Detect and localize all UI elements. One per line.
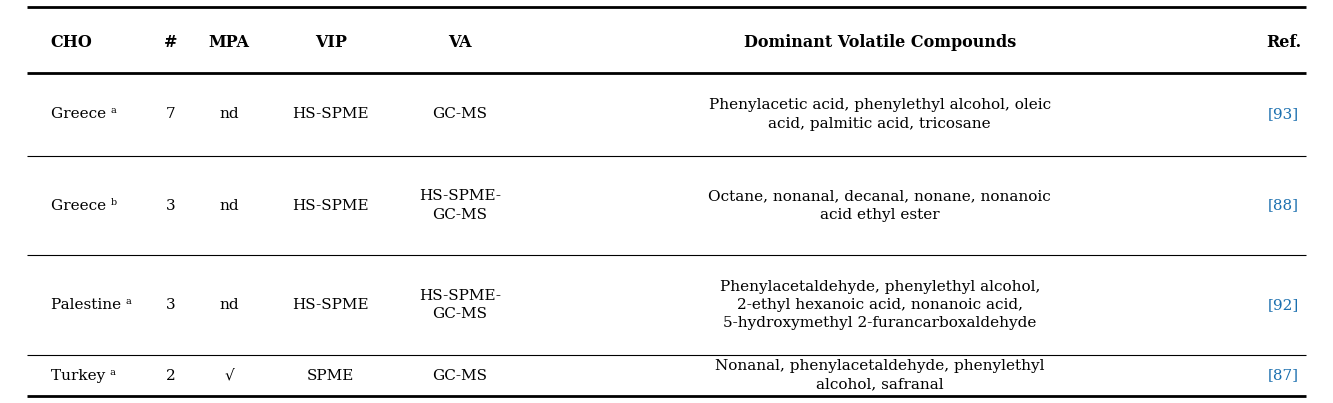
Text: Greece ᵃ: Greece ᵃ	[51, 108, 117, 121]
Text: Phenylacetic acid, phenylethyl alcohol, oleic
acid, palmitic acid, tricosane: Phenylacetic acid, phenylethyl alcohol, …	[709, 98, 1050, 131]
Text: GC-MS: GC-MS	[432, 369, 488, 382]
Text: VA: VA	[448, 34, 472, 51]
Text: nd: nd	[220, 108, 239, 121]
Text: MPA: MPA	[209, 34, 249, 51]
Text: √: √	[224, 369, 235, 382]
Text: 7: 7	[165, 108, 176, 121]
Text: nd: nd	[220, 199, 239, 212]
Text: [88]: [88]	[1268, 199, 1300, 212]
Text: [87]: [87]	[1268, 369, 1300, 382]
Text: GC-MS: GC-MS	[432, 108, 488, 121]
Text: Octane, nonanal, decanal, nonane, nonanoic
acid ethyl ester: Octane, nonanal, decanal, nonane, nonano…	[708, 189, 1052, 222]
Text: HS-SPME: HS-SPME	[292, 199, 369, 212]
Text: Dominant Volatile Compounds: Dominant Volatile Compounds	[744, 34, 1016, 51]
Text: Ref.: Ref.	[1266, 34, 1301, 51]
Text: HS-SPME: HS-SPME	[292, 108, 369, 121]
Text: Phenylacetaldehyde, phenylethyl alcohol,
2-ethyl hexanoic acid, nonanoic acid,
5: Phenylacetaldehyde, phenylethyl alcohol,…	[720, 280, 1040, 330]
Text: SPME: SPME	[307, 369, 355, 382]
Text: VIP: VIP	[315, 34, 347, 51]
Text: 3: 3	[165, 298, 176, 312]
Text: Greece ᵇ: Greece ᵇ	[51, 199, 117, 212]
Text: 3: 3	[165, 199, 176, 212]
Text: [93]: [93]	[1268, 108, 1300, 121]
Text: HS-SPME-
GC-MS: HS-SPME- GC-MS	[419, 189, 501, 222]
Text: HS-SPME-
GC-MS: HS-SPME- GC-MS	[419, 289, 501, 321]
Text: Nonanal, phenylacetaldehyde, phenylethyl
alcohol, safranal: Nonanal, phenylacetaldehyde, phenylethyl…	[714, 359, 1045, 392]
Text: 2: 2	[165, 369, 176, 382]
Text: HS-SPME: HS-SPME	[292, 298, 369, 312]
Text: #: #	[164, 34, 177, 51]
Text: nd: nd	[220, 298, 239, 312]
Text: [92]: [92]	[1268, 298, 1300, 312]
Text: Palestine ᵃ: Palestine ᵃ	[51, 298, 132, 312]
Text: Turkey ᵃ: Turkey ᵃ	[51, 369, 116, 382]
Text: CHO: CHO	[51, 34, 92, 51]
